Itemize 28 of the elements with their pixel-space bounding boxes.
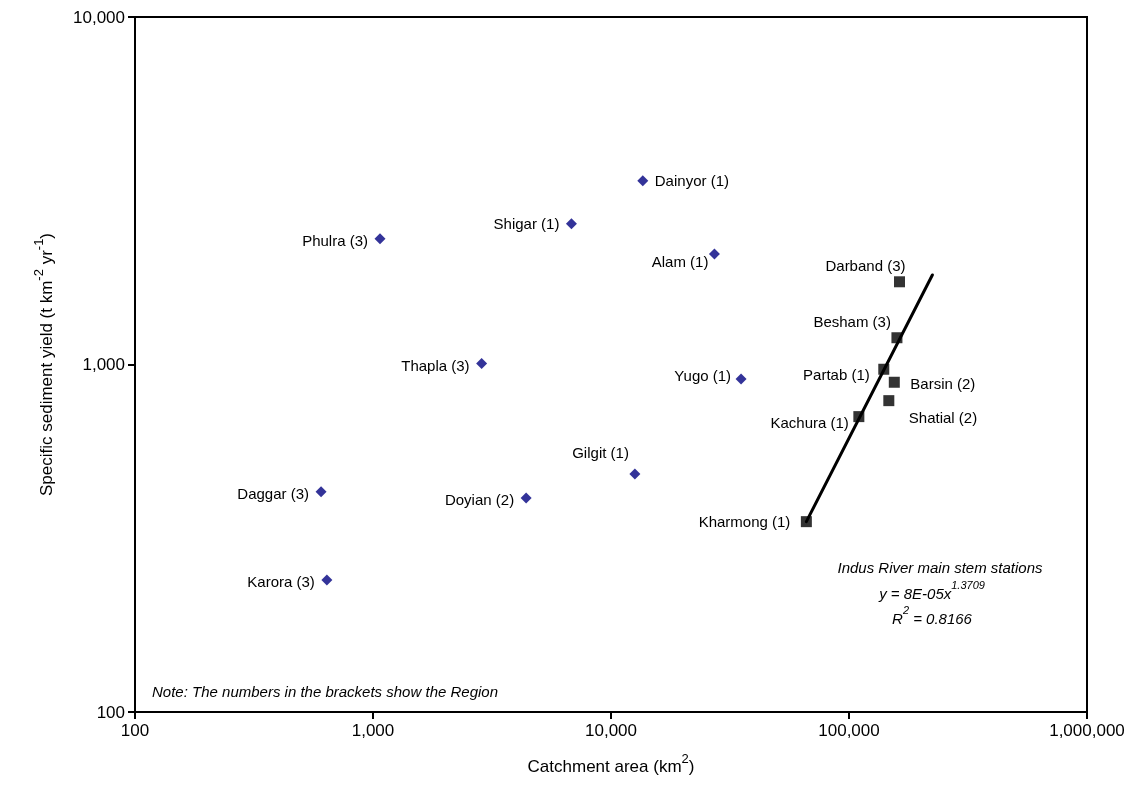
x-tick-label: 100,000 [818, 721, 880, 740]
annotation: Phulra (3) [302, 232, 368, 250]
y-tick-label: 1,000 [82, 355, 125, 374]
annotation: Barsin (2) [910, 374, 976, 392]
annotation: Kharmong (1) [698, 513, 791, 531]
y-tick-label: 10,000 [73, 7, 125, 27]
annotation: Besham (3) [813, 313, 891, 331]
annotation: Doyian (2) [444, 491, 515, 509]
annotation: Karora (3) [247, 573, 315, 591]
annotation: Partab (1) [803, 365, 870, 383]
annotation: Kachura (1) [770, 414, 849, 432]
y-tick-label: 100 [96, 702, 125, 722]
annotation: Yugo (1) [674, 366, 732, 384]
annotation: Note: The numbers in the brackets show the Region [152, 682, 499, 700]
x-tick-label: 1,000 [351, 721, 395, 740]
annotation: Alam (1) [651, 253, 709, 271]
annotation: Daggar (3) [237, 485, 310, 503]
annotation: Gilgit (1) [572, 443, 629, 461]
annotation: Shigar (1) [493, 215, 560, 233]
annotation: Dainyor (1) [654, 172, 729, 190]
annotation: Shatial (2) [908, 409, 978, 427]
annotation: Darband (3) [825, 257, 906, 275]
y-axis-title: Specific sediment yield (t km-2 yr-1) [31, 232, 56, 497]
x-tick-label: 100 [120, 721, 150, 740]
annotation: Thapla (3) [401, 357, 470, 375]
x-tick-label: 1,000,000 [1049, 721, 1125, 740]
annotation: Indus River main stem stations [837, 558, 1044, 576]
x-tick-label: 10,000 [585, 721, 637, 740]
